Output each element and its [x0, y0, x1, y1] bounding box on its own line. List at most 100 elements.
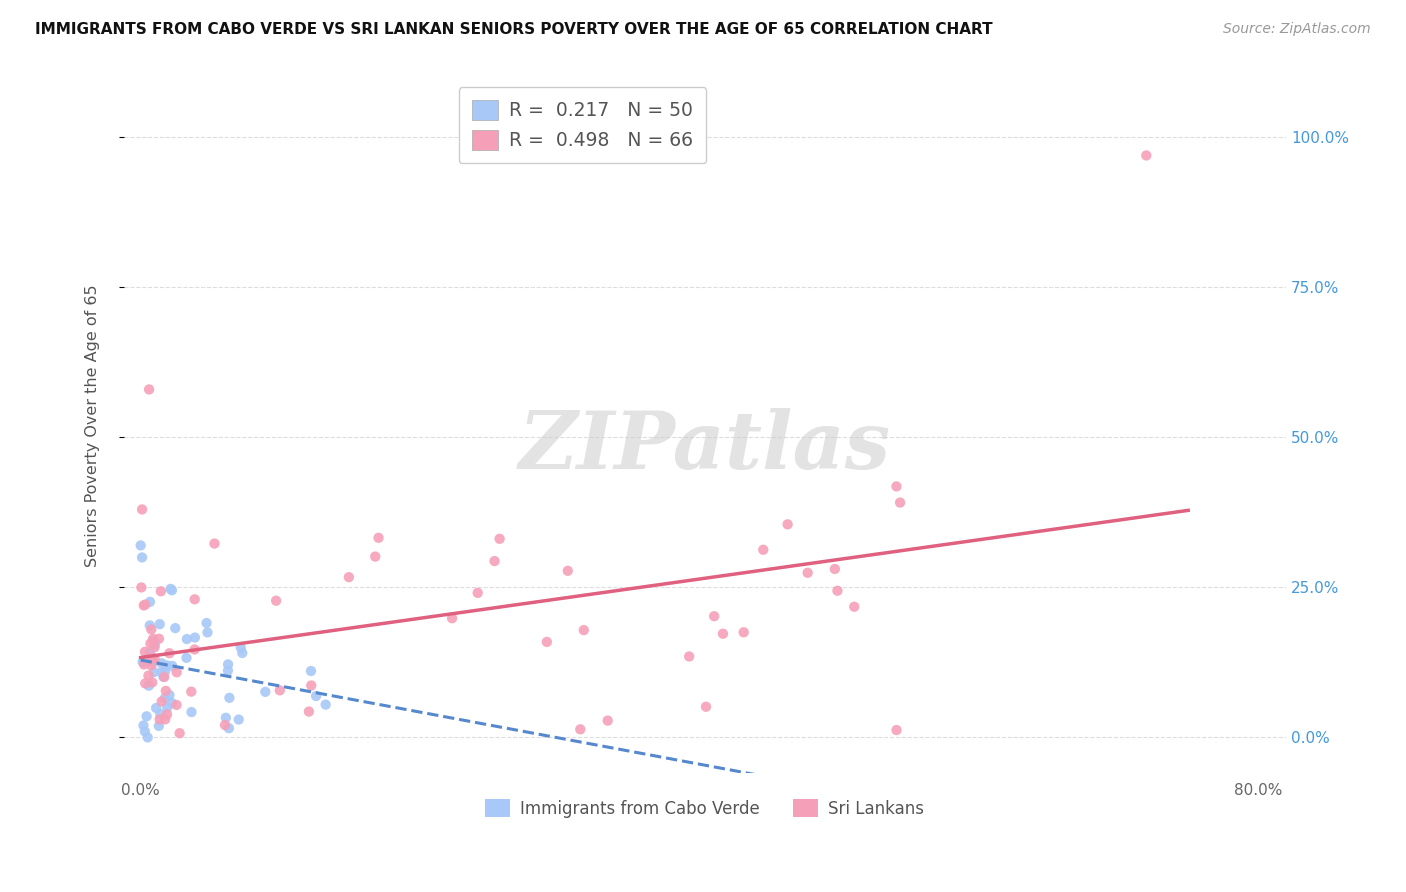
Point — [214, 718, 236, 732]
Point — [215, 711, 238, 725]
Point — [153, 670, 176, 684]
Point — [141, 623, 163, 637]
Point — [299, 678, 322, 692]
Point — [149, 584, 172, 599]
Point — [141, 651, 163, 665]
Point — [796, 566, 818, 580]
Point — [153, 712, 176, 726]
Point — [141, 658, 163, 673]
Point — [1135, 148, 1157, 162]
Point — [776, 517, 799, 532]
Point — [155, 664, 177, 678]
Point — [228, 713, 250, 727]
Point — [160, 658, 183, 673]
Point — [143, 665, 166, 679]
Point — [217, 657, 239, 672]
Point — [131, 502, 153, 516]
Text: IMMIGRANTS FROM CABO VERDE VS SRI LANKAN SENIORS POVERTY OVER THE AGE OF 65 CORR: IMMIGRANTS FROM CABO VERDE VS SRI LANKAN… — [35, 22, 993, 37]
Point — [695, 699, 717, 714]
Legend: Immigrants from Cabo Verde, Sri Lankans: Immigrants from Cabo Verde, Sri Lankans — [478, 793, 931, 824]
Point — [703, 609, 725, 624]
Point — [143, 638, 166, 652]
Point — [156, 658, 179, 673]
Point — [159, 688, 181, 702]
Point — [145, 701, 167, 715]
Point — [596, 714, 619, 728]
Point — [678, 649, 700, 664]
Point — [889, 495, 911, 509]
Point — [150, 665, 173, 680]
Point — [134, 598, 156, 612]
Point — [166, 698, 188, 712]
Point — [184, 631, 207, 645]
Point — [149, 617, 172, 632]
Point — [150, 694, 173, 708]
Point — [160, 583, 183, 598]
Point — [299, 664, 322, 678]
Point — [141, 650, 163, 665]
Point — [488, 532, 510, 546]
Point — [134, 645, 156, 659]
Point — [131, 550, 153, 565]
Point — [165, 621, 187, 635]
Point — [254, 685, 277, 699]
Point — [148, 719, 170, 733]
Point — [148, 632, 170, 646]
Point — [844, 599, 866, 614]
Point — [195, 615, 218, 630]
Point — [337, 570, 360, 584]
Point — [180, 684, 202, 698]
Point — [827, 583, 849, 598]
Point — [156, 707, 179, 722]
Point — [156, 700, 179, 714]
Point — [298, 705, 321, 719]
Point — [131, 655, 153, 669]
Point — [536, 635, 558, 649]
Point — [218, 690, 240, 705]
Point — [183, 592, 205, 607]
Point — [143, 634, 166, 648]
Point — [157, 646, 180, 660]
Point — [142, 632, 165, 646]
Point — [886, 479, 908, 493]
Point — [159, 582, 181, 596]
Point — [176, 651, 198, 665]
Point — [139, 618, 162, 632]
Point — [149, 713, 172, 727]
Point — [160, 696, 183, 710]
Point — [264, 593, 287, 607]
Point — [367, 531, 389, 545]
Point — [197, 625, 219, 640]
Point — [134, 724, 156, 739]
Point — [824, 562, 846, 576]
Text: ZIPatlas: ZIPatlas — [519, 408, 891, 485]
Point — [136, 731, 159, 745]
Point — [166, 665, 188, 680]
Point — [204, 536, 226, 550]
Point — [572, 623, 595, 637]
Point — [143, 652, 166, 666]
Point — [364, 549, 387, 564]
Point — [132, 718, 155, 732]
Point — [886, 723, 908, 737]
Point — [557, 564, 579, 578]
Point — [711, 626, 734, 640]
Point — [138, 383, 160, 397]
Point — [139, 636, 162, 650]
Point — [152, 670, 174, 684]
Point — [467, 586, 489, 600]
Point — [129, 538, 152, 552]
Point — [217, 664, 239, 678]
Point — [231, 646, 253, 660]
Point — [153, 690, 176, 705]
Point — [131, 581, 153, 595]
Point — [143, 640, 166, 655]
Point — [141, 675, 163, 690]
Point — [733, 625, 755, 640]
Point — [169, 726, 191, 740]
Point — [183, 642, 205, 657]
Point — [142, 655, 165, 669]
Point — [180, 705, 202, 719]
Point — [139, 595, 162, 609]
Point — [752, 542, 775, 557]
